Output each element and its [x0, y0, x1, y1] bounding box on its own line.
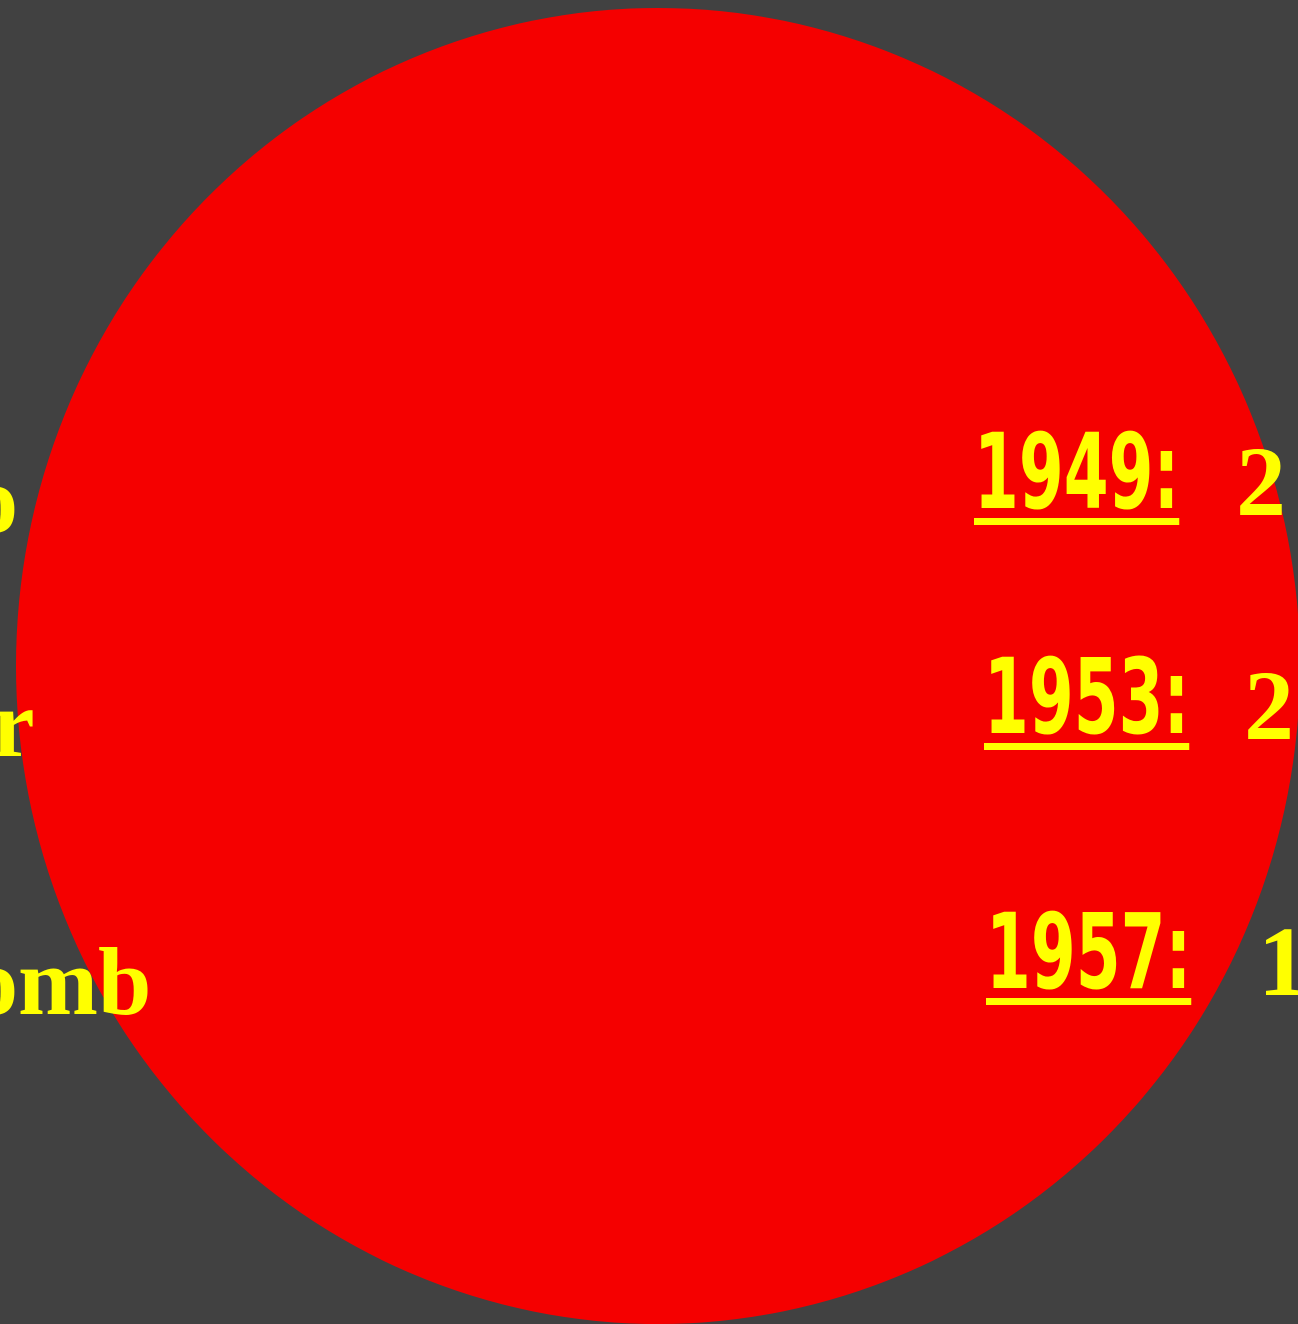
entry-value: 2	[1244, 650, 1294, 761]
red-disc	[16, 8, 1298, 1324]
left-label: omb	[0, 928, 152, 1035]
entry-value: 1	[1258, 906, 1298, 1017]
left-label: r	[0, 670, 35, 777]
entry-value: 2	[1236, 426, 1286, 537]
year-label: 1953:	[984, 636, 1190, 758]
left-label: o	[0, 452, 18, 548]
year-label: 1949:	[974, 411, 1180, 533]
year-label: 1957:	[986, 891, 1192, 1013]
